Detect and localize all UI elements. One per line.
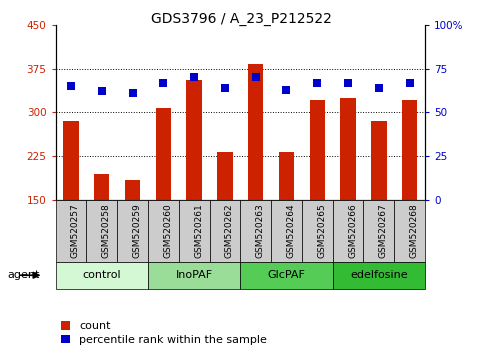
- Bar: [148, 200, 179, 262]
- Text: GSM520263: GSM520263: [256, 203, 265, 258]
- Text: GSM520268: GSM520268: [410, 203, 419, 258]
- Bar: [217, 152, 233, 200]
- Text: agent: agent: [7, 270, 40, 280]
- Point: [190, 75, 198, 80]
- Text: GSM520259: GSM520259: [132, 203, 142, 258]
- Bar: [333, 262, 425, 289]
- Bar: [186, 80, 202, 200]
- Bar: [333, 200, 364, 262]
- Point: [375, 85, 383, 91]
- Bar: [117, 200, 148, 262]
- Text: GSM520260: GSM520260: [163, 203, 172, 258]
- Text: GSM520257: GSM520257: [71, 203, 80, 258]
- Text: edelfosine: edelfosine: [350, 270, 408, 280]
- Text: GSM520261: GSM520261: [194, 203, 203, 258]
- Legend: count, percentile rank within the sample: count, percentile rank within the sample: [61, 321, 267, 345]
- Bar: [210, 200, 240, 262]
- Bar: [56, 262, 148, 289]
- Point: [406, 80, 413, 85]
- Point: [252, 75, 259, 80]
- Text: InoPAF: InoPAF: [175, 270, 213, 280]
- Bar: [86, 200, 117, 262]
- Text: GDS3796 / A_23_P212522: GDS3796 / A_23_P212522: [151, 12, 332, 27]
- Point: [98, 88, 106, 94]
- Point: [221, 85, 229, 91]
- Bar: [341, 98, 356, 200]
- Text: GSM520262: GSM520262: [225, 203, 234, 258]
- Bar: [240, 200, 271, 262]
- Bar: [310, 99, 325, 200]
- Text: GSM520266: GSM520266: [348, 203, 357, 258]
- Point: [344, 80, 352, 85]
- Bar: [371, 121, 386, 200]
- Point: [128, 90, 136, 96]
- Bar: [63, 121, 79, 200]
- Bar: [402, 99, 417, 200]
- Text: GSM520264: GSM520264: [286, 203, 296, 258]
- Bar: [248, 64, 263, 200]
- Bar: [279, 152, 294, 200]
- Point: [159, 80, 167, 85]
- Bar: [125, 179, 140, 200]
- Bar: [302, 200, 333, 262]
- Bar: [56, 200, 86, 262]
- Point: [313, 80, 321, 85]
- Bar: [156, 108, 171, 200]
- Point: [283, 87, 290, 92]
- Bar: [241, 262, 333, 289]
- Bar: [148, 262, 241, 289]
- Bar: [179, 200, 210, 262]
- Bar: [94, 174, 110, 200]
- Text: GSM520267: GSM520267: [379, 203, 388, 258]
- Text: GSM520258: GSM520258: [102, 203, 111, 258]
- Point: [67, 83, 75, 89]
- Bar: [271, 200, 302, 262]
- Bar: [364, 200, 394, 262]
- Text: control: control: [83, 270, 121, 280]
- Text: GlcPAF: GlcPAF: [268, 270, 305, 280]
- Text: GSM520265: GSM520265: [317, 203, 327, 258]
- Bar: [394, 200, 425, 262]
